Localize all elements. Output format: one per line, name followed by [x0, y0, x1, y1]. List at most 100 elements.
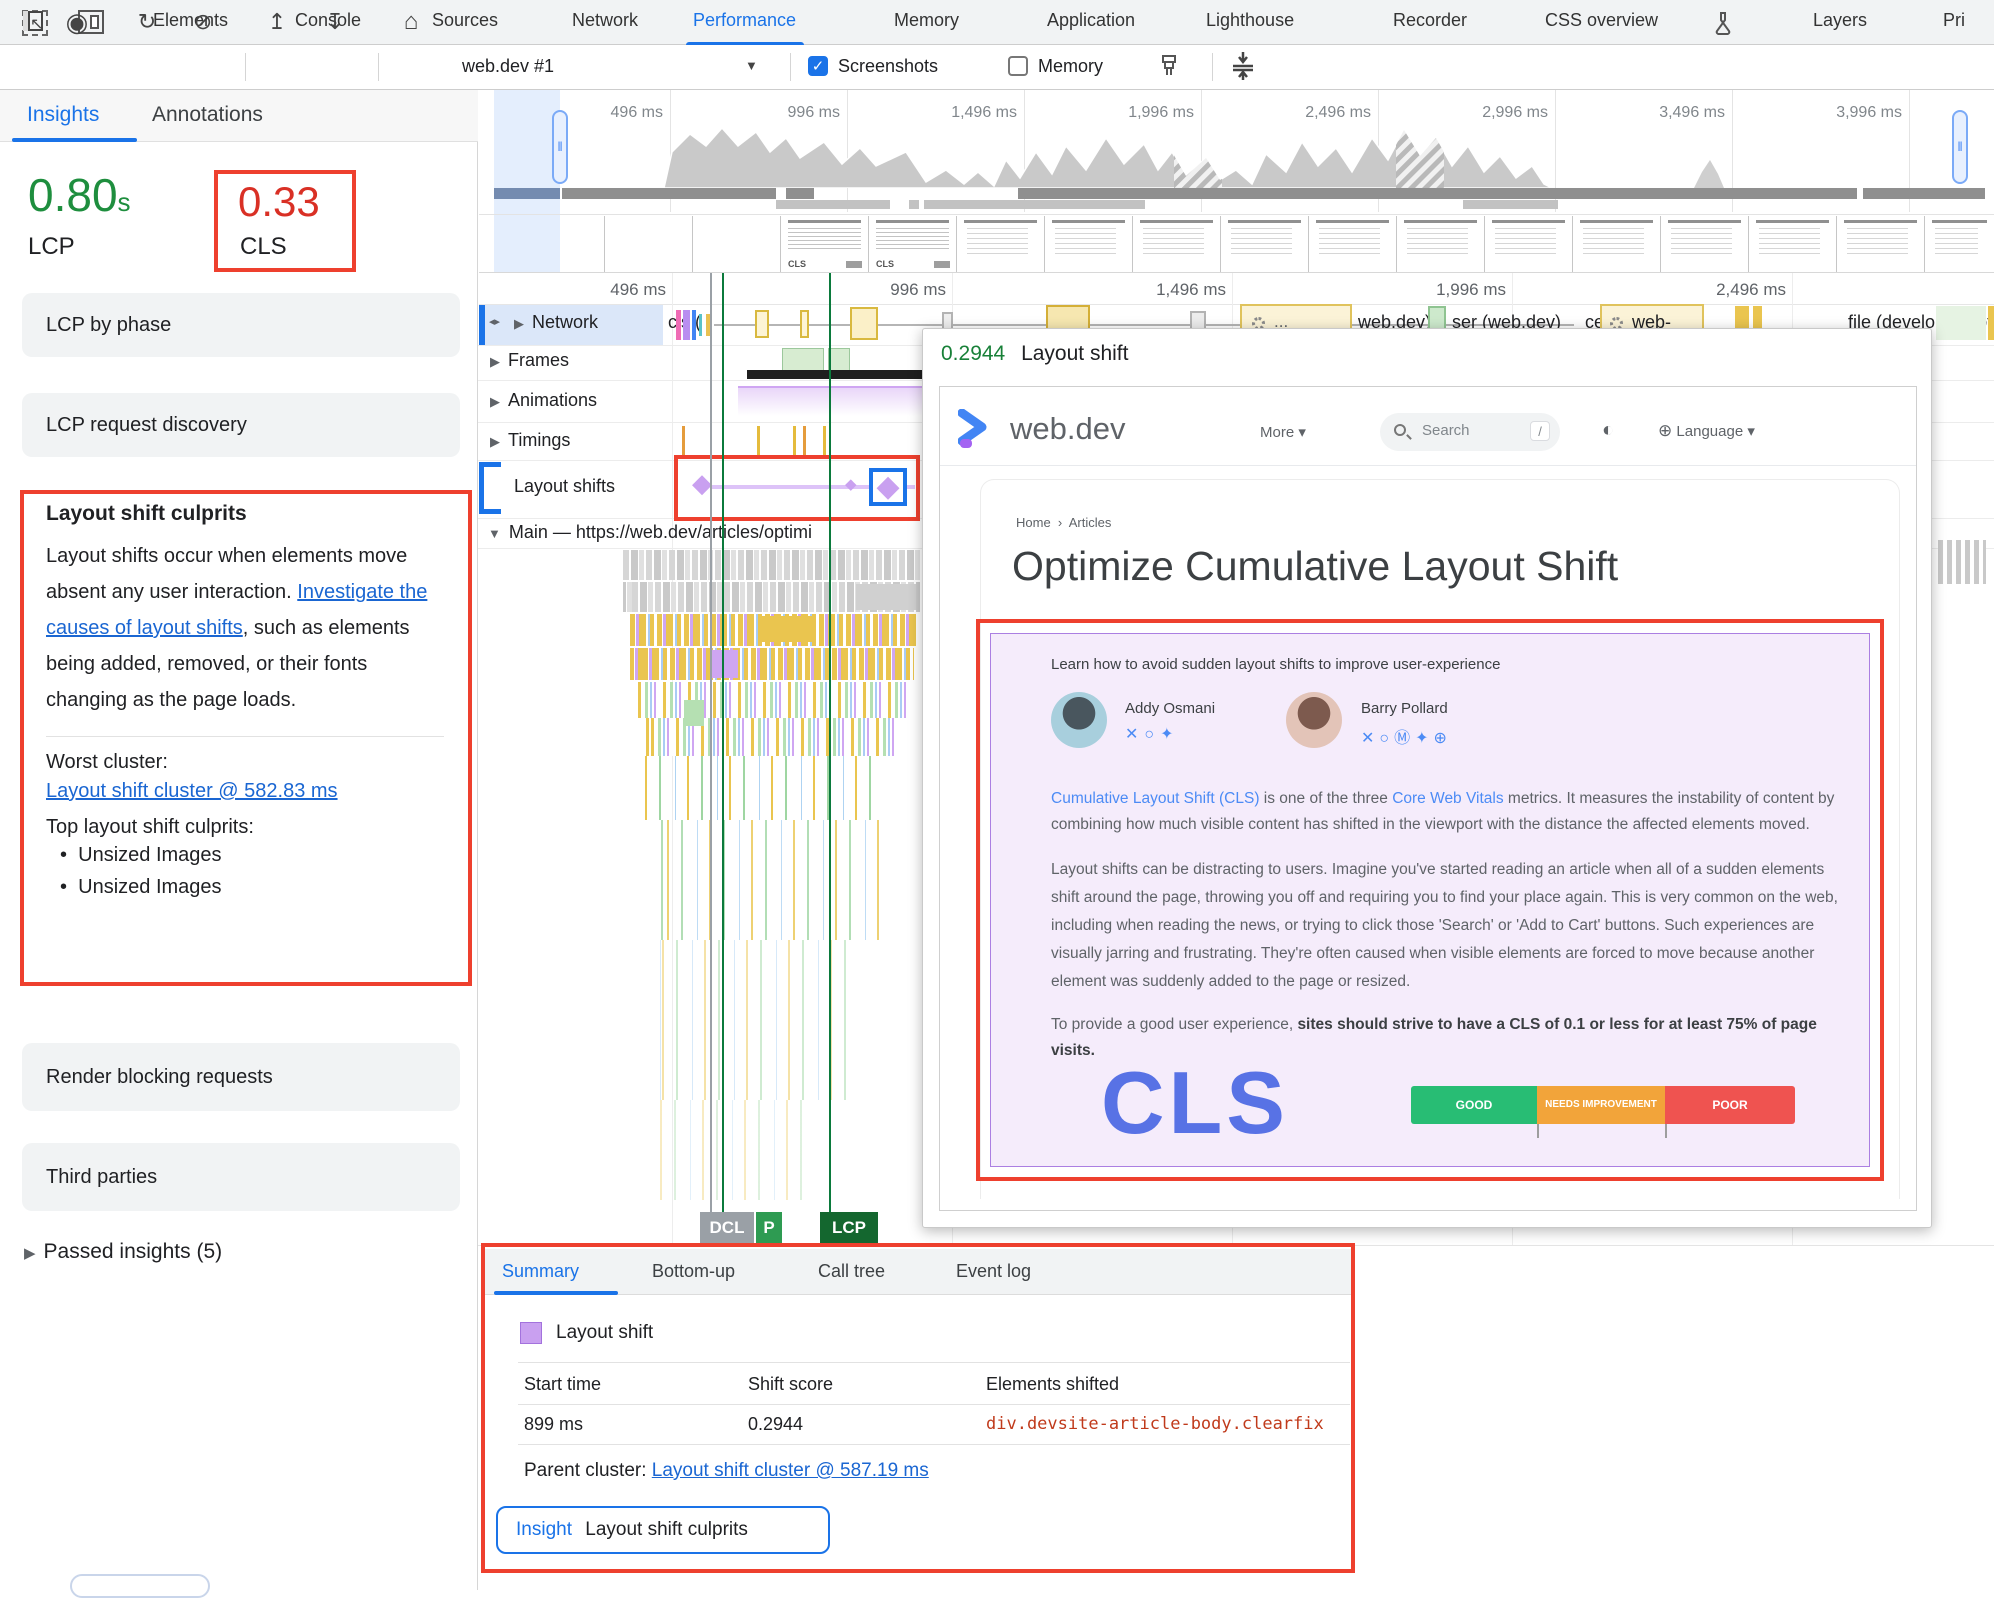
- cell-elements-shifted[interactable]: div.devsite-article-body.clearfix: [986, 1414, 1324, 1434]
- tab-recorder[interactable]: Recorder: [1393, 10, 1468, 30]
- tab-lighthouse[interactable]: Lighthouse: [1206, 10, 1295, 30]
- flame-block[interactable]: [712, 650, 738, 678]
- profile-caret-icon[interactable]: ▼: [745, 58, 758, 73]
- track-animations-label[interactable]: ▶ Animations: [490, 390, 598, 410]
- filmstrip-frame[interactable]: CLS: [780, 216, 868, 272]
- insight-card-render-blocking[interactable]: Render blocking requests: [22, 1043, 460, 1111]
- device-toolbar-icon[interactable]: [78, 10, 104, 34]
- flame-block[interactable]: [684, 700, 704, 726]
- insight-card-lcp-phase[interactable]: LCP by phase: [22, 293, 460, 357]
- home-icon[interactable]: ⌂: [403, 8, 419, 35]
- tab-pri-clipped[interactable]: Pri: [1943, 10, 1965, 30]
- flame-block[interactable]: [760, 616, 812, 642]
- reload-record-icon[interactable]: ↻: [137, 9, 157, 34]
- timing-mark[interactable]: [757, 426, 760, 456]
- tab-layers[interactable]: Layers: [1813, 10, 1868, 30]
- clear-icon[interactable]: ⊘: [193, 9, 213, 34]
- dcl-marker-badge[interactable]: DCL: [700, 1212, 754, 1243]
- layout-shift-event[interactable]: ◆: [692, 468, 712, 498]
- tab-application[interactable]: Application: [1047, 10, 1136, 30]
- insight-card-lcp-request[interactable]: LCP request discovery: [22, 393, 460, 457]
- timing-mark[interactable]: [682, 426, 685, 456]
- minimap-right-handle[interactable]: ‖: [1952, 110, 1968, 184]
- tab-css-overview[interactable]: CSS overview: [1545, 10, 1659, 30]
- network-request-box[interactable]: [850, 307, 878, 340]
- filmstrip-frame[interactable]: [1572, 216, 1660, 272]
- flame-band[interactable]: [650, 820, 880, 940]
- network-request-bar[interactable]: [683, 310, 690, 340]
- network-request-label[interactable]: ce: [1585, 312, 1605, 332]
- tab-network[interactable]: Network: [572, 10, 639, 30]
- network-request-box[interactable]: [755, 310, 769, 338]
- worst-cluster-link[interactable]: Layout shift cluster @ 582.83 ms: [46, 780, 338, 802]
- track-frames-label[interactable]: ▶ Frames: [490, 350, 570, 370]
- network-request-bar[interactable]: [699, 314, 702, 336]
- filmstrip-frame[interactable]: [1220, 216, 1308, 272]
- flame-band[interactable]: [640, 718, 895, 756]
- filmstrip-frame[interactable]: [604, 216, 692, 272]
- network-request-label[interactable]: web-: [1632, 312, 1672, 332]
- network-request-bar[interactable]: [1988, 306, 1994, 340]
- network-request-bar[interactable]: [676, 310, 681, 340]
- filmstrip-frame[interactable]: [1484, 216, 1572, 272]
- collapse-panel-icon[interactable]: [1228, 50, 1258, 82]
- upload-profile-icon[interactable]: ↥: [267, 9, 287, 34]
- filmstrip-frame[interactable]: [1396, 216, 1484, 272]
- flame-band[interactable]: [623, 550, 920, 580]
- record-icon[interactable]: ◉: [65, 7, 89, 37]
- timing-mark[interactable]: [823, 426, 826, 456]
- insight-card-third-parties[interactable]: Third parties: [22, 1143, 460, 1211]
- network-request-bar[interactable]: [706, 314, 712, 336]
- timing-mark[interactable]: [793, 426, 796, 456]
- flame-band[interactable]: [630, 648, 914, 680]
- garbage-collect-icon[interactable]: [1155, 52, 1183, 80]
- download-profile-icon[interactable]: ↧: [325, 9, 345, 34]
- tab-summary[interactable]: Summary: [502, 1261, 580, 1281]
- investigate-link[interactable]: Investigate the causes of layout shifts: [46, 581, 428, 639]
- timing-mark[interactable]: [803, 426, 806, 456]
- lcp-marker-badge[interactable]: LCP: [820, 1212, 878, 1243]
- tab-bottom-up[interactable]: Bottom-up: [652, 1261, 736, 1281]
- tab-memory[interactable]: Memory: [894, 10, 960, 30]
- filmstrip-frame[interactable]: [1308, 216, 1396, 272]
- filmstrip-frame[interactable]: [1044, 216, 1132, 272]
- memory-label[interactable]: Memory: [1038, 56, 1104, 76]
- profile-select[interactable]: web.dev #1: [462, 56, 555, 76]
- flame-band[interactable]: [638, 682, 908, 718]
- track-network-label[interactable]: ▶ Network: [514, 312, 599, 332]
- filmstrip-frame[interactable]: [1836, 216, 1924, 272]
- tab-event-log[interactable]: Event log: [956, 1261, 1032, 1281]
- network-request-label[interactable]: ser (web.dev): [1452, 312, 1562, 332]
- tab-call-tree[interactable]: Call tree: [818, 1261, 886, 1281]
- fp-marker-badge[interactable]: P: [756, 1212, 782, 1243]
- tab-annotations[interactable]: Annotations: [152, 103, 263, 126]
- parent-cluster-link[interactable]: Layout shift cluster @ 587.19 ms: [651, 1460, 929, 1481]
- insight-chip-button[interactable]: Insight Layout shift culprits: [496, 1506, 830, 1554]
- tab-insights[interactable]: Insights: [27, 103, 100, 126]
- passed-insights-toggle[interactable]: ▶ Passed insights (5): [24, 1240, 223, 1263]
- filmstrip-frame[interactable]: [1748, 216, 1836, 272]
- network-request-box[interactable]: [800, 310, 809, 338]
- screenshots-label[interactable]: Screenshots: [838, 56, 939, 76]
- filmstrip-frame[interactable]: [1132, 216, 1220, 272]
- tab-sources[interactable]: Sources: [432, 10, 499, 30]
- network-request-bar[interactable]: [692, 310, 696, 340]
- track-timings-label[interactable]: ▶ Timings: [490, 430, 571, 450]
- filmstrip-frame[interactable]: [956, 216, 1044, 272]
- tab-elements[interactable]: Elements: [153, 10, 229, 30]
- network-request-bar[interactable]: [1753, 306, 1762, 340]
- flame-band[interactable]: [660, 1100, 810, 1200]
- track-main-label[interactable]: ▼ Main — https://web.dev/articles/optimi: [488, 522, 812, 542]
- minimap-left-handle[interactable]: ‖: [552, 110, 568, 184]
- tab-console[interactable]: Console: [295, 10, 362, 30]
- filmstrip-frame[interactable]: CLS: [868, 216, 956, 272]
- track-network-labelbox[interactable]: [479, 305, 663, 345]
- filmstrip-frame[interactable]: [1660, 216, 1748, 272]
- selected-layout-shift-event[interactable]: ◆: [869, 468, 907, 506]
- track-reorder-icon[interactable]: ◂▸: [489, 316, 501, 328]
- memory-checkbox[interactable]: [1008, 56, 1028, 76]
- layout-shift-culprits-section[interactable]: Layout shift culprits Layout shifts occu…: [46, 502, 450, 903]
- network-request-label[interactable]: web.dev): [1358, 312, 1432, 332]
- screenshots-checkbox[interactable]: ✓: [808, 56, 828, 76]
- filmstrip-frame[interactable]: [1924, 216, 1994, 272]
